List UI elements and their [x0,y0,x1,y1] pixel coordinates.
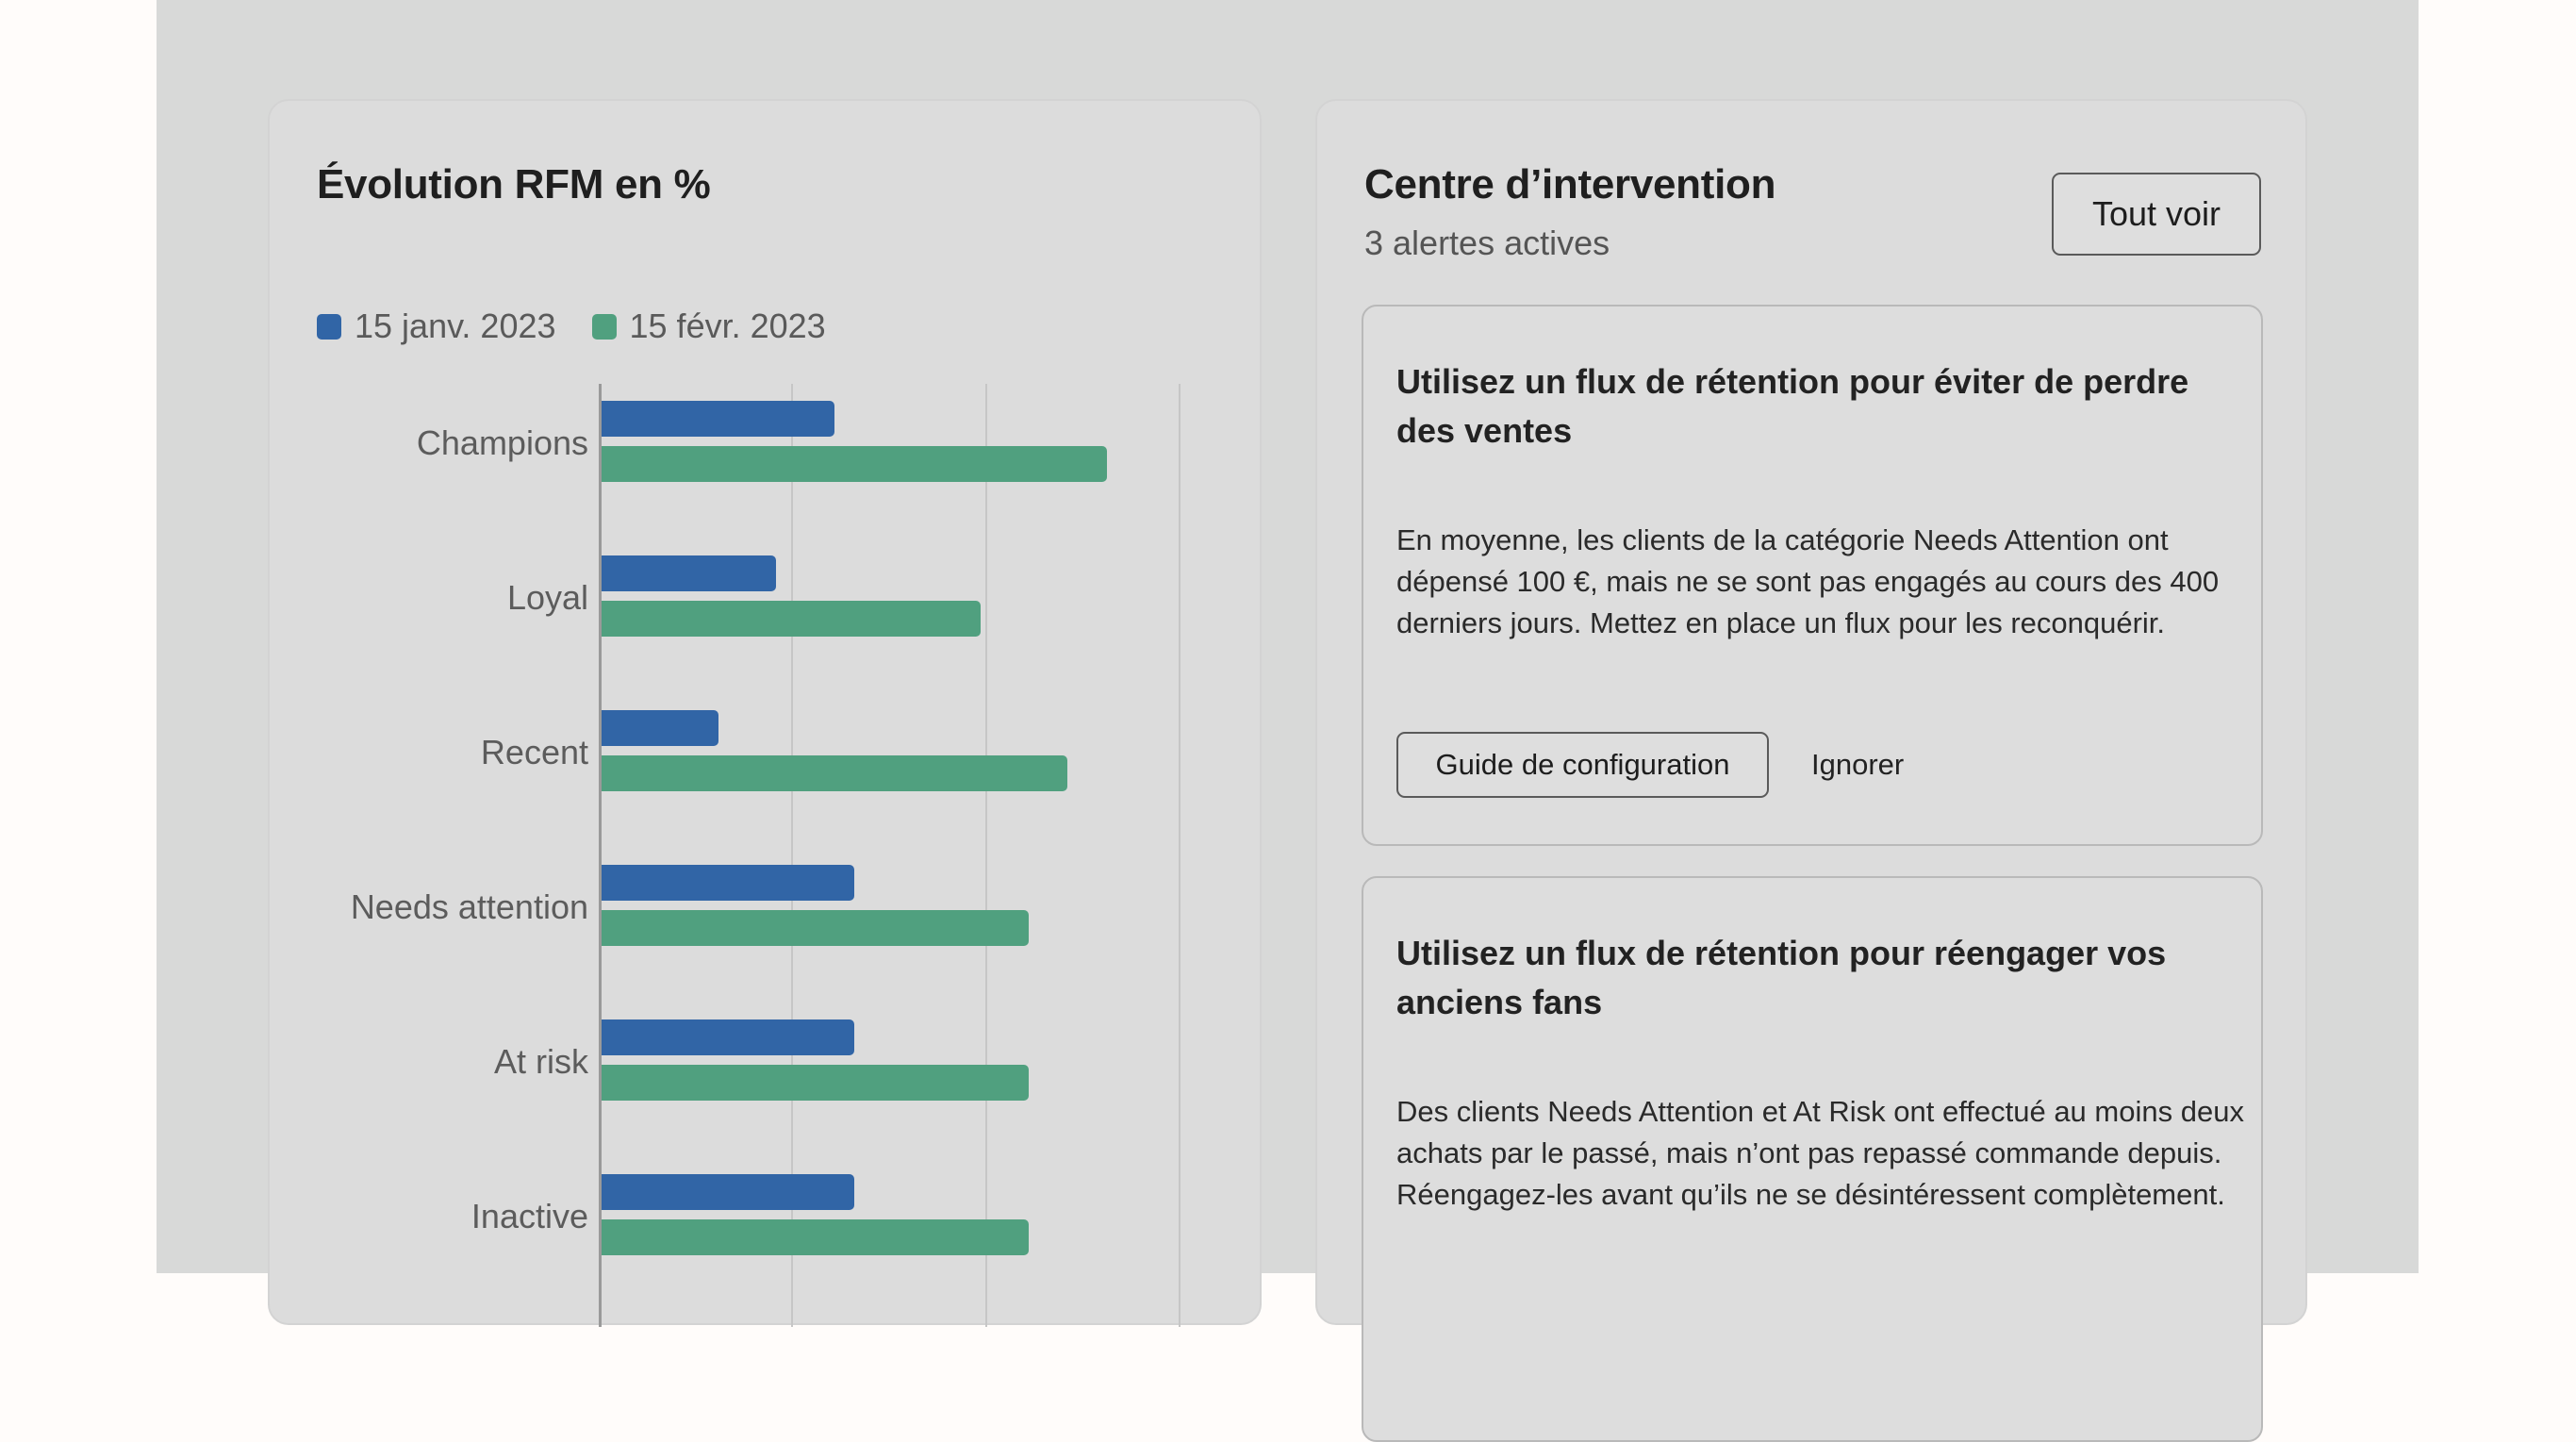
chart-legend: 15 janv. 2023 15 févr. 2023 [317,307,862,346]
legend-item-feb[interactable]: 15 févr. 2023 [591,307,826,346]
chart-title: Évolution RFM en % [317,161,711,207]
y-axis-line [599,384,602,1327]
legend-item-jan[interactable]: 15 janv. 2023 [317,307,556,346]
category-label: Champions [416,423,588,462]
rfm-chart-card: Évolution RFM en % 15 janv. 2023 15 févr… [268,99,1262,1327]
bar-jan[interactable] [602,865,854,901]
category-label: At risk [493,1042,588,1081]
bar-feb[interactable] [602,1219,1030,1255]
category-label: Loyal [506,578,588,617]
category-label: Needs attention [350,887,588,926]
gridline [985,384,987,1327]
action-center-title: Centre d’intervention [1364,161,1776,207]
active-alerts-count: 3 alertes actives [1364,224,1610,262]
bar-jan[interactable] [602,1174,854,1210]
legend-swatch-feb [591,313,617,340]
alert-card: Utilisez un flux de rétention pour évite… [1362,305,2263,846]
view-all-button[interactable]: Tout voir [2052,173,2261,256]
bar-jan[interactable] [602,401,835,437]
bar-jan[interactable] [602,555,777,591]
legend-swatch-jan [317,313,341,340]
gridline [791,384,793,1327]
setup-guide-button[interactable]: Guide de configuration [1396,732,1769,798]
legend-label-feb: 15 févr. 2023 [629,307,826,345]
action-center-card: Centre d’intervention 3 alertes actives … [1315,99,2307,1442]
dismiss-button[interactable]: Ignorer [1811,748,1905,781]
alert-body: Des clients Needs Attention et At Risk o… [1396,1095,2244,1211]
alert-title: Utilisez un flux de rétention pour évite… [1396,362,2189,450]
legend-label-jan: 15 janv. 2023 [355,307,556,345]
alert-card: Utilisez un flux de rétention pour réeng… [1362,876,2263,1442]
alert-title: Utilisez un flux de rétention pour réeng… [1396,934,2167,1021]
category-label: Recent [480,733,588,771]
bar-feb[interactable] [602,446,1107,482]
bar-jan[interactable] [602,1019,854,1055]
bar-feb[interactable] [602,1065,1030,1101]
alert-body: En moyenne, les clients de la catégorie … [1396,523,2220,639]
bar-feb[interactable] [602,910,1030,946]
bar-jan[interactable] [602,710,718,746]
bar-chart-plot: Champions Loyal Recent Needs attention At ri… [270,101,1260,1327]
bar-feb[interactable] [602,601,981,637]
gridline [1179,384,1181,1327]
bar-feb[interactable] [602,755,1068,791]
category-label: Inactive [471,1197,588,1235]
